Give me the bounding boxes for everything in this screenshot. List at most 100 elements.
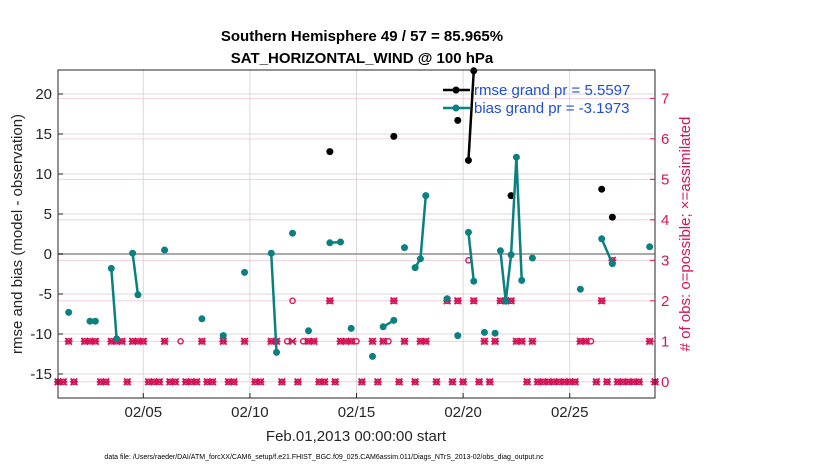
bias-point (134, 291, 142, 299)
legend-rmse-label: rmse grand pr = 5.5597 (474, 82, 630, 99)
legend: rmse grand pr = 5.5597 bias grand pr = -… (443, 82, 630, 117)
y-tick-label: -15 (30, 366, 52, 383)
y-right-axis-label: # of obs: o=possible; ×=assimilated (677, 117, 694, 352)
obs-assimilated-marker (277, 377, 286, 386)
obs-assimilated-marker (432, 377, 441, 386)
bias-point (443, 295, 451, 303)
bias-point (646, 243, 654, 251)
bias-point (518, 276, 526, 284)
obs-assimilated-marker (373, 377, 382, 386)
x-tick-label: 02/15 (338, 404, 376, 421)
obs-assimilated-marker (517, 337, 526, 346)
y-right-tick-label: 1 (661, 333, 669, 350)
bias-point (65, 308, 73, 316)
y-tick-label: 0 (44, 246, 52, 263)
obs-assimilated-marker (475, 377, 484, 386)
obs-assimilated-marker (293, 377, 302, 386)
bias-point (411, 264, 419, 272)
obs-assimilated-marker (160, 337, 169, 346)
bias-point (86, 317, 94, 325)
y-tick-label: 15 (35, 126, 52, 143)
x-tick-label: 02/05 (125, 404, 163, 421)
x-tick-label: 02/10 (231, 404, 269, 421)
chart-subtitle: SAT_HORIZONTAL_WIND @ 100 hPa (231, 50, 494, 67)
obs-possible-marker (177, 338, 184, 345)
obs-assimilated-marker (459, 377, 468, 386)
legend-rmse-marker (452, 86, 460, 94)
obs-assimilated-marker (411, 377, 420, 386)
obs-assimilated-marker (597, 296, 606, 305)
obs-assimilated-marker (91, 337, 100, 346)
bias-point (107, 264, 115, 272)
obs-assimilated-marker (123, 377, 132, 386)
legend-bias-label: bias grand pr = -3.1973 (474, 100, 630, 117)
grid-layer (58, 70, 655, 398)
bias-series-line (131, 253, 140, 295)
bias-point (305, 327, 313, 335)
y-right-tick-label: 6 (661, 131, 669, 148)
obs-assimilated-marker (480, 337, 489, 346)
obs-assimilated-marker (208, 377, 217, 386)
obs-assimilated-marker (635, 377, 643, 386)
bias-point (390, 316, 398, 324)
bias-series-line (110, 268, 118, 339)
obs-assimilated-marker (421, 337, 430, 346)
y-tick-label: -5 (39, 286, 52, 303)
y-axis-ticks: -15 -10 -5 0 5 10 15 20 (30, 86, 63, 383)
obs-assimilated-marker (59, 377, 68, 386)
y-right-tick-label: 3 (661, 252, 669, 269)
bias-point (470, 277, 478, 285)
rmse-point (470, 67, 478, 75)
bias-point (608, 260, 616, 268)
obs-assimilated-marker (528, 337, 537, 346)
obs-assimilated-marker (102, 377, 110, 386)
rmse-point (598, 185, 606, 193)
bias-point (198, 315, 206, 323)
obs-assimilated-marker (581, 337, 590, 346)
obs-assimilated-marker (64, 337, 73, 346)
rmse-point (454, 116, 462, 124)
rmse-point (390, 132, 398, 140)
bias-point (91, 317, 99, 325)
obs-assimilated-marker (171, 377, 180, 386)
bias-point (273, 348, 281, 356)
bias-point (337, 238, 345, 246)
obs-assimilated-marker (320, 377, 329, 386)
y-tick-label: 10 (35, 166, 52, 183)
y-right-tick-label: 2 (661, 293, 669, 310)
chart-title: Southern Hemisphere 49 / 57 = 85.965% (221, 28, 503, 45)
bias-series-line (600, 238, 614, 265)
bias-point (379, 323, 387, 331)
bias-point (528, 254, 536, 262)
obs-assimilated-marker (453, 296, 462, 305)
obs-assimilated-marker (448, 377, 457, 386)
obs-assimilated-marker (368, 337, 377, 346)
x-axis-ticks: 02/05 02/10 02/15 02/20 02/25 (125, 393, 588, 421)
y-right-tick-label: 0 (661, 374, 669, 391)
obs-assimilated-marker (288, 337, 297, 346)
y-right-tick-label: 5 (661, 171, 669, 188)
bias-point (502, 297, 510, 305)
y-tick-label: 20 (35, 86, 52, 103)
rmse-point (464, 156, 472, 164)
rmse-point (326, 148, 334, 156)
obs-assimilated-marker (240, 337, 249, 346)
data-layer (54, 67, 659, 386)
obs-assimilated-marker (197, 337, 206, 346)
obs-assimilated-marker (139, 337, 148, 346)
obs-assimilated-marker (469, 296, 478, 305)
y-right-tick-label: 4 (661, 212, 669, 229)
obs-assimilated-marker (192, 377, 201, 386)
obs-assimilated-marker (347, 337, 356, 346)
bias-series-line (269, 253, 278, 353)
rmse-point (608, 213, 616, 221)
obs-assimilated-marker (400, 337, 409, 346)
bias-point (507, 251, 515, 259)
obs-assimilated-marker (155, 377, 164, 386)
rmse-point (507, 192, 515, 200)
bias-point (219, 332, 227, 340)
x-tick-label: 02/20 (444, 404, 482, 421)
rmse-series-line (467, 70, 476, 161)
